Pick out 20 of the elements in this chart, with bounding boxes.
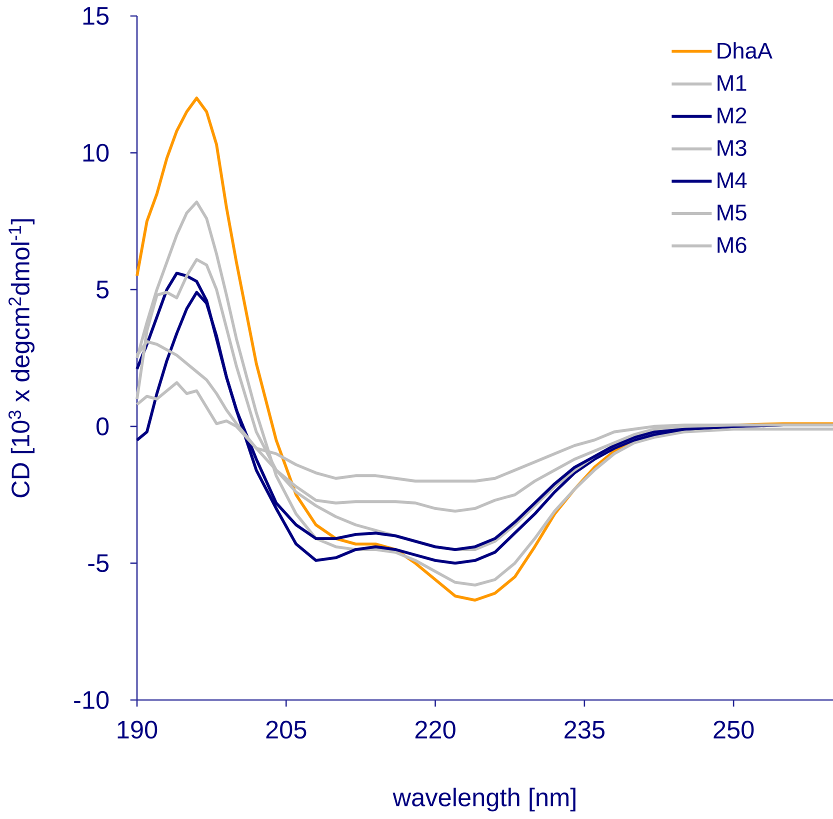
y-tick-label: 15 [83, 7, 109, 25]
y-tick-label: 0 [96, 417, 109, 436]
legend-label: M3 [718, 140, 746, 156]
x-tick-label: 235 [564, 720, 604, 739]
legend-label: M6 [718, 236, 746, 254]
y-tick-label: -10 [74, 691, 109, 709]
legend-label: M5 [718, 204, 746, 221]
x-tick-label: 220 [415, 720, 456, 739]
legend-label: M2 [718, 107, 746, 124]
legend-label: M1 [718, 75, 746, 91]
legend-label: M4 [718, 172, 747, 188]
y-tick-label: -5 [88, 554, 109, 572]
y-tick-label: 5 [96, 280, 109, 298]
y-tick-label: 10 [83, 144, 109, 162]
x-tick-label: 190 [118, 720, 158, 739]
x-tick-label: 250 [714, 720, 754, 739]
x-axis-title: wavelength [nm] [392, 788, 576, 812]
legend-label: DhaA [718, 42, 772, 59]
y-axis-title: CD [10$^{3}$ x degcm$^{2}$dmol$^{-1}$] [8, 219, 35, 498]
x-tick-label: 205 [266, 720, 306, 739]
